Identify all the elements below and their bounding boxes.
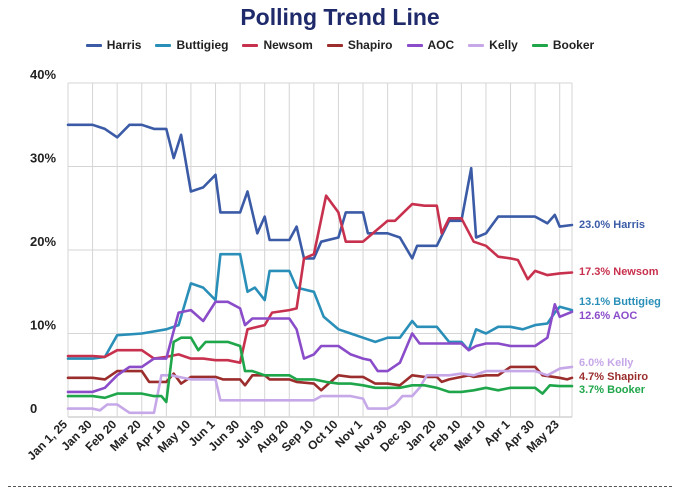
series-line-buttigieg <box>66 252 574 360</box>
chart-legend: Harris Buttigieg Newsom Shapiro AOC Kelly Book… <box>0 38 680 52</box>
footer-divider <box>8 486 672 487</box>
end-label-buttigieg: 13.1% Buttigieg <box>579 296 661 308</box>
legend-item-shapiro: Shapiro <box>326 38 393 52</box>
legend-label: Buttigieg <box>176 38 229 52</box>
y-tick-label: 10% <box>30 318 56 333</box>
legend-label: AOC <box>427 38 455 52</box>
legend-swatch <box>406 43 423 47</box>
legend-swatch <box>85 43 102 47</box>
end-label-aoc: 12.6% AOC <box>579 310 637 322</box>
series-line-harris <box>66 123 574 260</box>
y-tick-label: 40% <box>30 67 56 82</box>
legend-item-booker: Booker <box>531 38 595 52</box>
legend-item-kelly: Kelly <box>468 38 518 52</box>
legend-swatch <box>155 43 172 47</box>
legend-label: Kelly <box>489 38 518 52</box>
legend-swatch <box>326 43 343 47</box>
legend-label: Harris <box>106 38 142 52</box>
end-label-kelly: 6.0% Kelly <box>579 357 634 369</box>
series-line-kelly <box>66 365 574 415</box>
end-labels: 23.0% Harris 13.1% Buttigieg 17.3% Newsom 4… <box>579 219 661 396</box>
y-axis-ticks: 0 10% 20% 30% 40% <box>30 67 56 416</box>
legend-swatch <box>531 43 548 47</box>
end-label-shapiro: 4.7% Shapiro <box>579 371 648 383</box>
legend-item-newsom: Newsom <box>242 38 313 52</box>
legend-label: Shapiro <box>347 38 393 52</box>
end-label-harris: 23.0% Harris <box>579 219 645 231</box>
legend-item-harris: Harris <box>85 38 142 52</box>
series-line-aoc <box>66 300 574 394</box>
series-lines <box>66 123 574 415</box>
legend-swatch <box>468 43 485 47</box>
legend-item-aoc: AOC <box>406 38 455 52</box>
legend-item-buttigieg: Buttigieg <box>155 38 228 52</box>
end-label-newsom: 17.3% Newsom <box>579 266 659 278</box>
legend-swatch <box>242 43 259 47</box>
legend-label: Newsom <box>263 38 313 52</box>
legend-label: Booker <box>552 38 595 52</box>
series-line-booker <box>66 336 574 404</box>
y-tick-label: 20% <box>30 234 56 249</box>
y-tick-label: 30% <box>30 151 56 166</box>
end-label-booker: 3.7% Booker <box>579 384 646 396</box>
series-line-newsom <box>66 194 574 364</box>
chart-title: Polling Trend Line <box>240 4 440 30</box>
y-tick-label: 0 <box>30 401 37 416</box>
